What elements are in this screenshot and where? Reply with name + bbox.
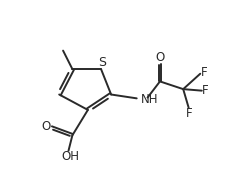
Text: F: F (201, 66, 208, 79)
Text: O: O (41, 120, 51, 133)
Text: O: O (155, 51, 164, 64)
Text: F: F (202, 84, 209, 97)
Text: S: S (99, 56, 107, 69)
Text: F: F (186, 107, 193, 120)
Text: OH: OH (61, 150, 79, 163)
Text: NH: NH (141, 93, 158, 106)
